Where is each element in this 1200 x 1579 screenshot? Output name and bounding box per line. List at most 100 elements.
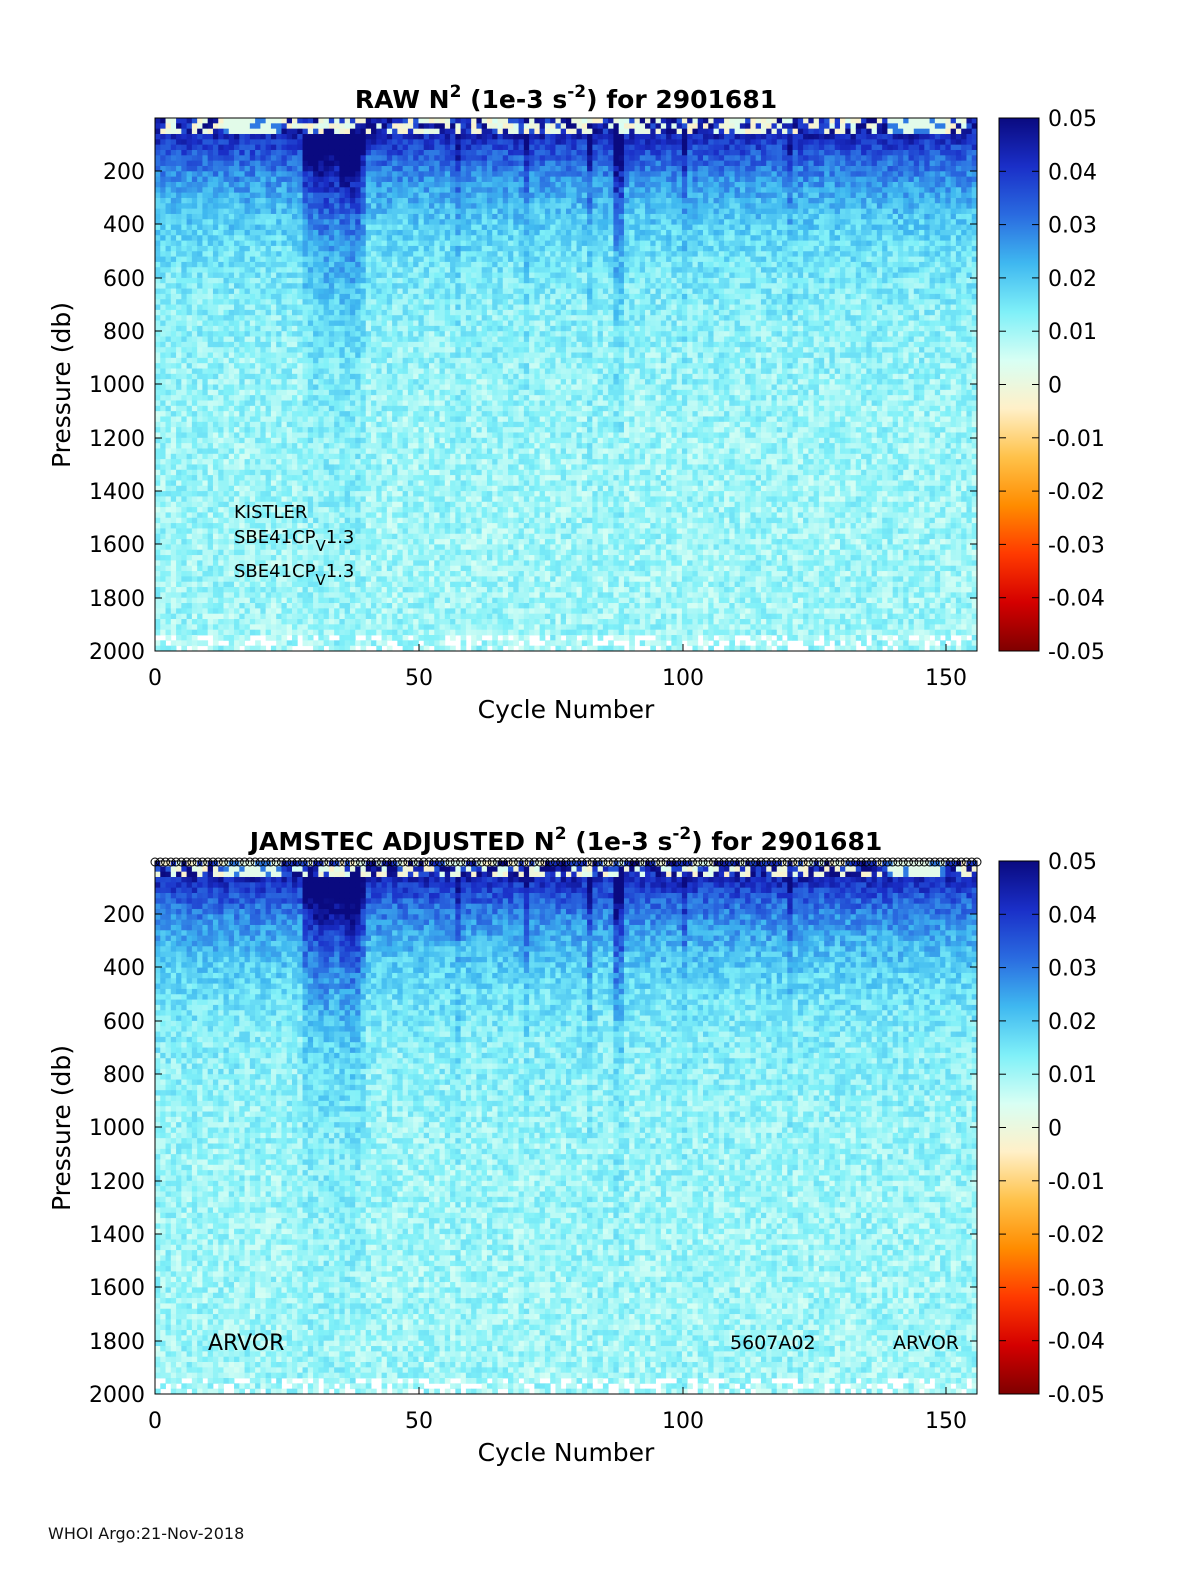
heatmap-cell xyxy=(249,512,256,519)
heatmap-cell xyxy=(249,597,256,604)
heatmap-cell xyxy=(365,432,372,439)
heatmap-cell xyxy=(276,213,282,220)
heatmap-cell xyxy=(386,352,393,359)
heatmap-cell xyxy=(402,459,409,465)
heatmap-cell xyxy=(239,405,245,412)
heatmap-cell xyxy=(386,549,393,556)
heatmap-cell xyxy=(376,555,382,561)
heatmap-cell xyxy=(223,341,230,348)
heatmap-cell xyxy=(228,555,235,561)
heatmap-cell xyxy=(365,485,372,492)
heatmap-cell xyxy=(212,544,219,551)
heatmap-cell xyxy=(249,363,256,369)
heatmap-cell xyxy=(176,288,182,295)
heatmap-cell xyxy=(344,331,351,337)
heatmap-cell xyxy=(307,267,314,273)
heatmap-cell xyxy=(249,341,256,348)
heatmap-cell xyxy=(349,240,356,247)
heatmap-cell xyxy=(402,219,409,225)
heatmap-cell xyxy=(381,192,388,199)
heatmap-cell xyxy=(344,416,351,423)
heatmap-cell xyxy=(223,155,230,162)
heatmap-cell xyxy=(197,288,203,295)
heatmap-cell xyxy=(207,608,214,615)
heatmap-cell xyxy=(281,261,288,268)
heatmap-cell xyxy=(234,347,240,353)
heatmap-cell xyxy=(328,405,335,412)
heatmap-cell xyxy=(313,229,319,236)
heatmap-cell xyxy=(191,443,198,449)
heatmap-cell xyxy=(360,384,367,391)
heatmap-cell xyxy=(176,165,182,172)
heatmap-cell xyxy=(381,400,388,407)
heatmap-cell xyxy=(339,517,346,524)
heatmap-cell xyxy=(313,240,319,247)
heatmap-cell xyxy=(234,443,240,449)
heatmap-cell xyxy=(260,459,267,465)
heatmap-cell xyxy=(212,118,219,124)
heatmap-cell xyxy=(255,464,261,471)
heatmap-cell xyxy=(260,160,267,167)
heatmap-cell xyxy=(344,187,351,194)
heatmap-cell xyxy=(407,416,414,423)
heatmap-cell xyxy=(181,603,188,609)
heatmap-cell xyxy=(170,517,177,524)
heatmap-cell xyxy=(165,565,172,572)
heatmap-cell xyxy=(265,581,272,588)
heatmap-cell xyxy=(181,544,188,551)
heatmap-cell xyxy=(339,245,346,252)
heatmap-cell xyxy=(218,571,224,577)
heatmap-cell xyxy=(286,165,293,172)
heatmap-cell xyxy=(212,469,219,476)
heatmap-cell xyxy=(244,379,251,385)
heatmap-cell xyxy=(334,171,340,178)
heatmap-cell xyxy=(355,240,361,247)
heatmap-cell xyxy=(218,256,224,263)
heatmap-cell xyxy=(234,341,240,348)
heatmap-cell xyxy=(270,123,277,130)
heatmap-cell xyxy=(207,144,214,151)
heatmap-cell xyxy=(318,469,325,476)
heatmap-cell xyxy=(318,213,325,220)
heatmap-cell xyxy=(371,357,377,364)
heatmap-cell xyxy=(202,549,209,556)
heatmap-cell xyxy=(181,528,188,535)
heatmap-cell xyxy=(334,448,340,455)
heatmap-cell xyxy=(218,469,224,476)
heatmap-cell xyxy=(281,549,288,556)
heatmap-cell xyxy=(328,640,335,647)
heatmap-cell xyxy=(413,421,419,428)
heatmap-cell xyxy=(355,235,361,241)
heatmap-cell xyxy=(297,597,303,604)
heatmap-cell xyxy=(418,213,425,220)
heatmap-cell xyxy=(228,123,235,130)
heatmap-cell xyxy=(176,571,182,577)
heatmap-cell xyxy=(165,395,172,401)
heatmap-cell xyxy=(349,597,356,604)
heatmap-cell xyxy=(386,507,393,513)
heatmap-cell xyxy=(307,368,314,375)
heatmap-cell xyxy=(386,501,393,508)
heatmap-cell xyxy=(397,341,404,348)
heatmap-cell xyxy=(349,549,356,556)
heatmap-cell xyxy=(402,160,409,167)
heatmap-cell xyxy=(371,565,377,572)
heatmap-cell xyxy=(207,491,214,497)
heatmap-cell xyxy=(234,507,240,513)
heatmap-cell xyxy=(344,453,351,460)
heatmap-cell xyxy=(234,512,240,519)
heatmap-cell xyxy=(407,363,414,369)
heatmap-cell xyxy=(281,155,288,162)
heatmap-cell xyxy=(181,389,188,396)
heatmap-cell xyxy=(365,283,372,289)
heatmap-cell xyxy=(297,229,303,236)
heatmap-cell xyxy=(155,208,161,215)
heatmap-cell xyxy=(170,544,177,551)
heatmap-cell xyxy=(397,213,404,220)
heatmap-cell xyxy=(212,379,219,385)
heatmap-cell xyxy=(207,229,214,236)
heatmap-cell xyxy=(344,464,351,471)
heatmap-cell xyxy=(302,213,309,220)
heatmap-cell xyxy=(165,619,172,625)
heatmap-cell xyxy=(191,469,198,476)
